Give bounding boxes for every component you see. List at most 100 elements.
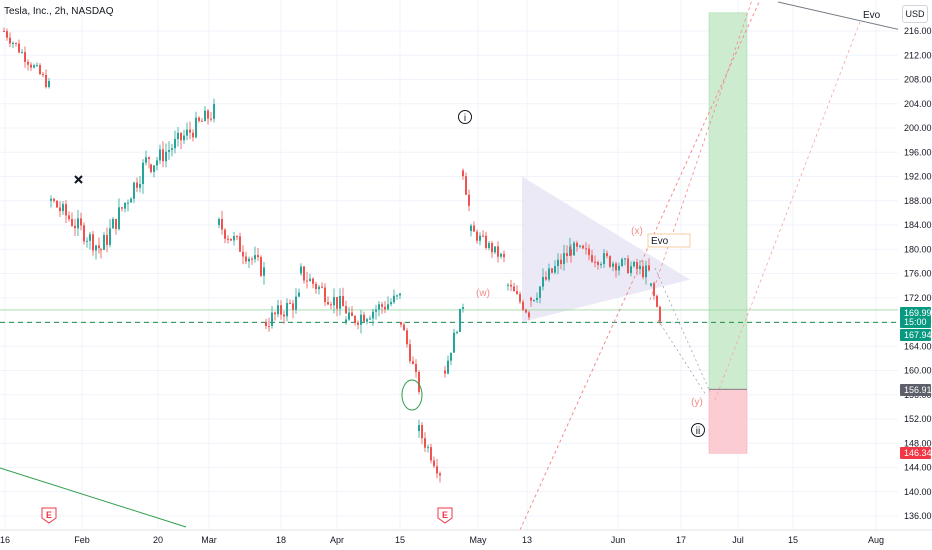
candle-body xyxy=(548,268,550,280)
candle-body xyxy=(286,303,288,317)
time-tick-label: Feb xyxy=(74,535,90,545)
candle-body xyxy=(221,218,223,230)
candle-body xyxy=(603,253,605,265)
candle-body xyxy=(618,265,620,271)
symbol-title[interactable]: Tesla, Inc., 2h, NASDAQ xyxy=(4,6,114,17)
candle-body xyxy=(15,42,17,44)
price-tag[interactable]: 167.94 xyxy=(900,329,932,341)
candle-body xyxy=(168,150,170,152)
candle-body xyxy=(280,305,282,315)
candle-body xyxy=(363,314,365,322)
price-tick-label: 188.00 xyxy=(904,196,932,206)
candle-body xyxy=(530,297,532,301)
time-tick-label: Jul xyxy=(732,535,744,545)
candle-body xyxy=(488,243,490,248)
candle-body xyxy=(207,110,209,119)
candle-body xyxy=(659,306,661,322)
candle-body xyxy=(479,235,481,241)
candle-body xyxy=(6,31,8,38)
price-tag-label: 169.99 xyxy=(904,308,932,318)
candle-body xyxy=(18,43,20,53)
price-tick-label: 148.00 xyxy=(904,438,932,448)
triangle-pattern[interactable] xyxy=(522,176,690,323)
wave-label-ii[interactable]: ii xyxy=(691,423,705,438)
candle-body xyxy=(510,284,512,287)
wave-label-i[interactable]: i xyxy=(458,110,472,125)
price-tick-label: 204.00 xyxy=(904,99,932,109)
candle-body xyxy=(465,176,467,195)
time-tick-label: Jun xyxy=(611,535,626,545)
candle-body xyxy=(627,258,629,274)
candle-body xyxy=(447,360,449,374)
candle-body xyxy=(95,245,97,251)
annotation-evo-1[interactable]: Evo xyxy=(647,233,691,248)
trend-line-green[interactable] xyxy=(0,467,187,528)
candle-body xyxy=(289,303,291,305)
candle-body xyxy=(112,218,114,229)
candle-body xyxy=(195,117,197,138)
price-tick-label: 212.00 xyxy=(904,50,932,60)
candle-body xyxy=(403,324,405,331)
candle-body xyxy=(198,117,200,121)
time-tick-label: May xyxy=(469,535,487,545)
time-tick-label: Mar xyxy=(201,535,217,545)
earnings-marker-2[interactable]: E xyxy=(437,507,453,524)
price-tick-label: 144.00 xyxy=(904,463,932,473)
candle-body xyxy=(77,218,79,229)
candle-body xyxy=(436,466,438,474)
candle-body xyxy=(433,460,435,467)
candle-body xyxy=(582,245,584,249)
price-tag-label: 15:00 xyxy=(904,317,927,327)
candle-body xyxy=(503,253,505,258)
candle-body xyxy=(50,198,52,201)
channel-line-pink[interactable] xyxy=(714,21,861,401)
target-box[interactable] xyxy=(708,12,748,454)
annotation-evo-2[interactable]: Evo xyxy=(863,10,881,21)
candle-body xyxy=(245,256,247,262)
candle-body xyxy=(27,61,29,65)
candle-body xyxy=(642,266,644,278)
candle-body xyxy=(56,200,58,208)
candle-body xyxy=(53,198,55,201)
candle-body xyxy=(36,65,38,67)
highlight-ellipse[interactable] xyxy=(401,379,423,411)
candle-body xyxy=(456,331,458,333)
candle-body xyxy=(103,235,105,250)
target-stop-zone[interactable] xyxy=(708,388,748,454)
target-profit-zone[interactable] xyxy=(708,12,748,390)
price-tag[interactable]: 15:00 xyxy=(900,316,931,328)
candle-body xyxy=(324,287,326,302)
candle-body xyxy=(439,473,441,476)
wave-label-w[interactable]: (w) xyxy=(476,288,490,299)
price-tag[interactable]: 156.91 xyxy=(900,384,932,396)
currency-button[interactable]: USD xyxy=(902,5,928,23)
candle-body xyxy=(516,291,518,295)
candle-body xyxy=(636,261,638,270)
earnings-marker-1[interactable]: E xyxy=(41,507,57,524)
candle-body xyxy=(100,249,102,251)
candle-body xyxy=(83,225,85,242)
candle-body xyxy=(600,264,602,266)
candle-body xyxy=(277,305,279,315)
price-tag-label: 156.91 xyxy=(904,385,932,395)
wave-label-y[interactable]: (y) xyxy=(691,397,703,408)
time-tick-label: 17 xyxy=(676,535,686,545)
candle-body xyxy=(171,148,173,151)
candle-body xyxy=(513,286,515,292)
candle-body xyxy=(444,370,446,374)
candle-body xyxy=(476,231,478,241)
wave-label-x[interactable]: (x) xyxy=(631,226,643,237)
candle-body xyxy=(12,42,14,44)
candle-body xyxy=(563,253,565,265)
time-tick-label: 13 xyxy=(522,535,532,545)
price-axis-ticks: 216.00 212.00 208.00 204.00 200.00 196.00 192.… xyxy=(904,26,932,521)
price-tick-label: 136.00 xyxy=(904,511,932,521)
candle-body xyxy=(525,309,527,313)
candle-body xyxy=(491,243,493,253)
price-tag[interactable]: 146.34 xyxy=(900,447,932,459)
price-axis[interactable] xyxy=(898,0,932,530)
channel-line-red-3[interactable] xyxy=(649,0,753,301)
candle-body xyxy=(139,184,141,188)
candle-body xyxy=(500,253,502,257)
